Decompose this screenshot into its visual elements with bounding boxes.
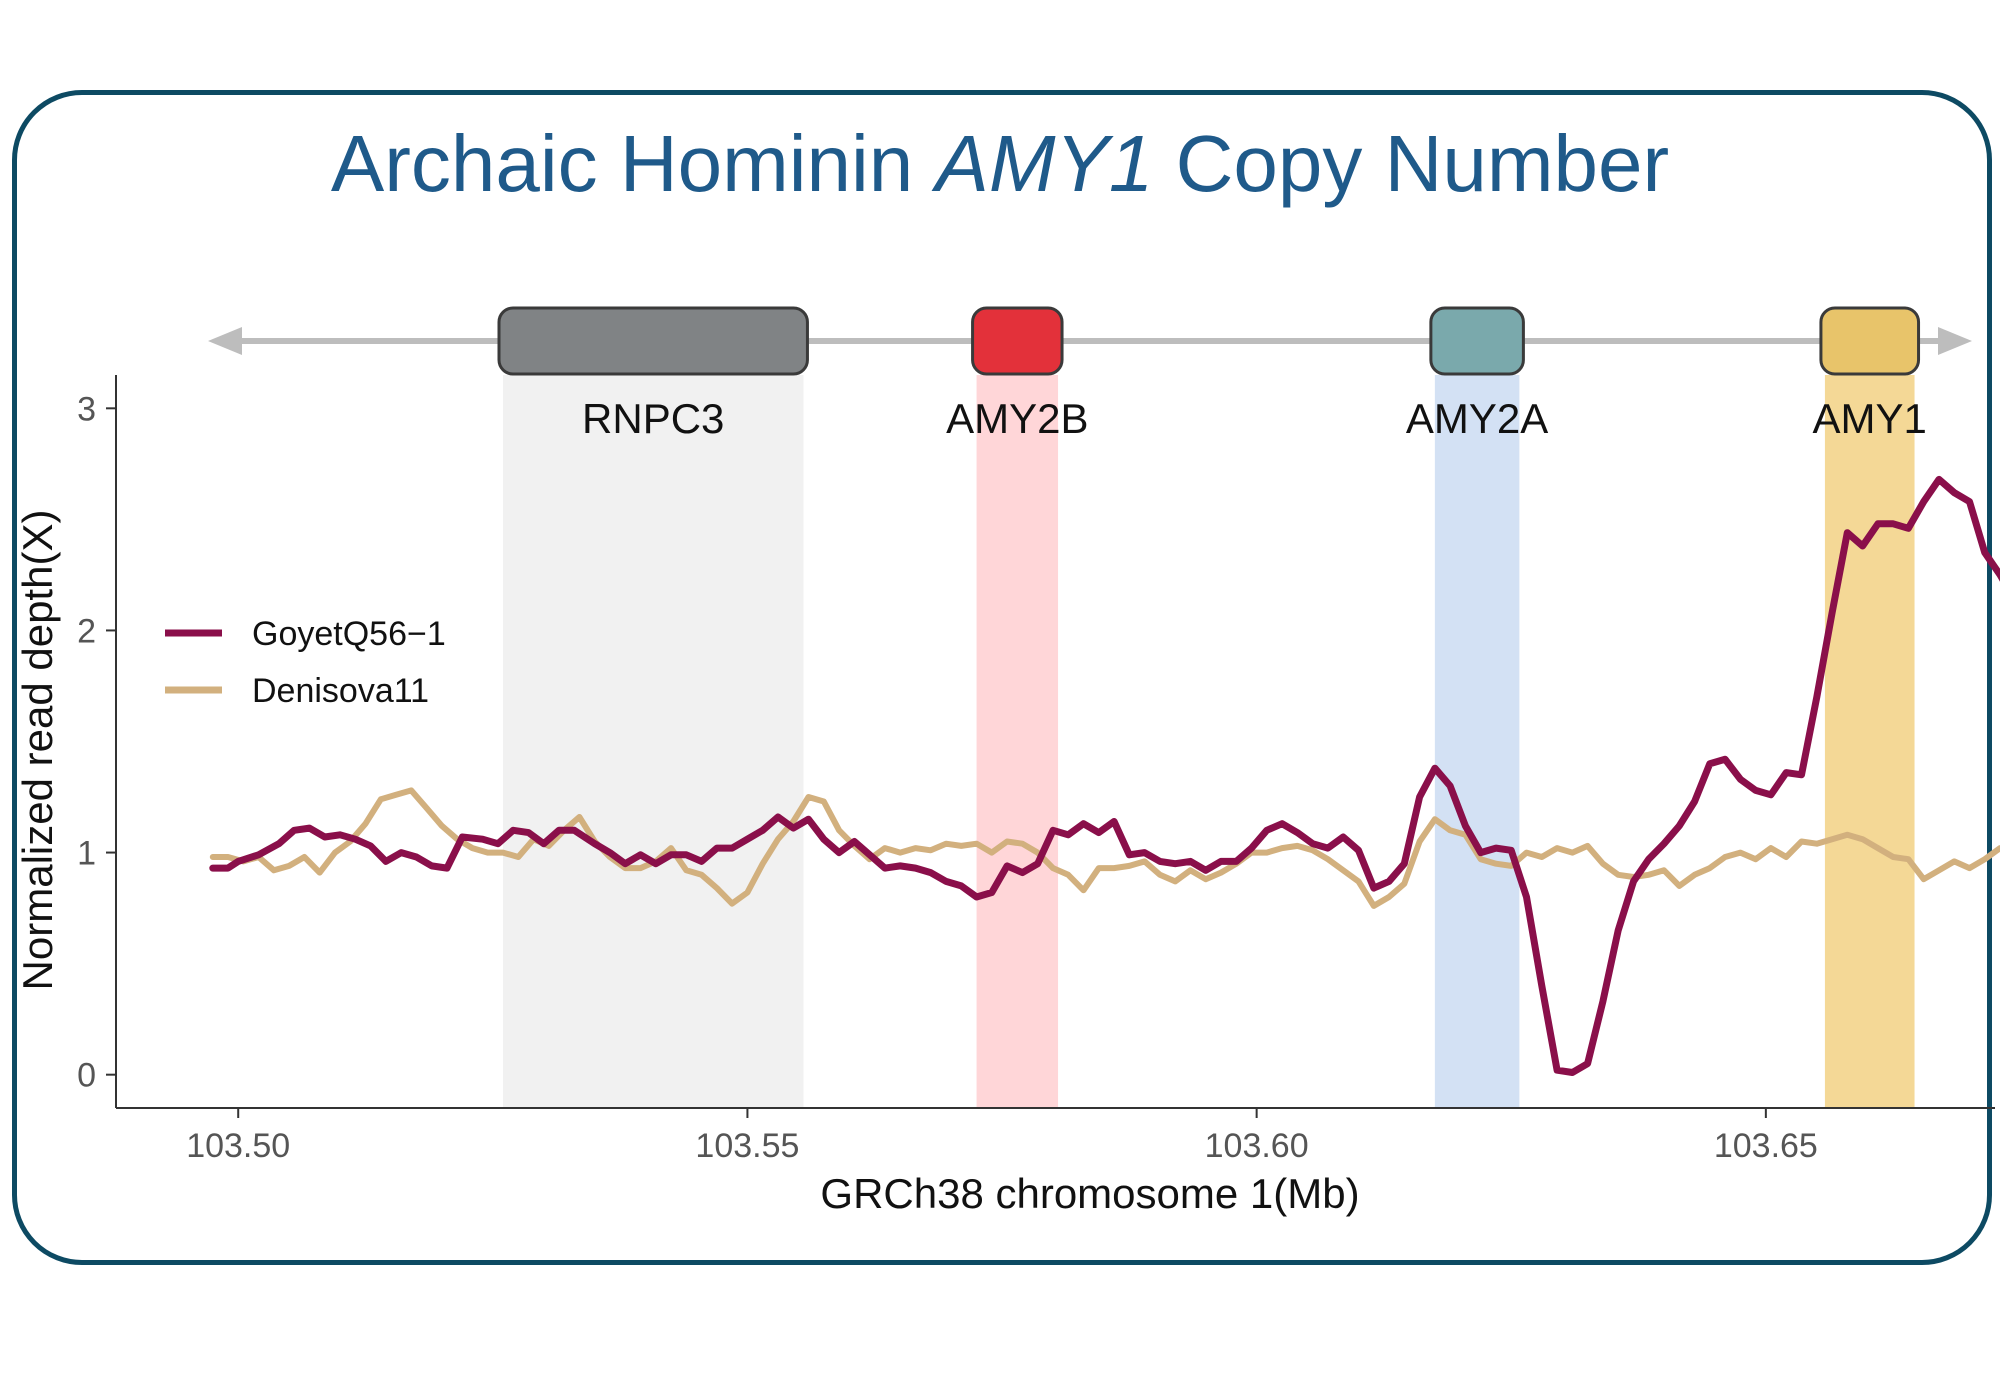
chart-title-gene: AMY1	[935, 119, 1154, 208]
gene-band-rnpc3	[503, 375, 804, 1108]
legend-label-goyetq56-1: GoyetQ56−1	[252, 615, 446, 653]
x-tick-label: 103.60	[1205, 1127, 1309, 1165]
gene-track-arrow-right	[1938, 327, 1972, 355]
gene-labels: RNPC3 AMY2B AMY2A AMY1	[582, 395, 1927, 442]
axes	[115, 375, 1995, 1109]
gene-track-arrow-left	[208, 327, 242, 355]
series-lines	[209, 475, 2000, 1076]
gene-boxes	[497, 306, 1921, 376]
gene-band-amy2a	[1434, 375, 1520, 1108]
x-axis-label: GRCh38 chromosome 1(Mb)	[820, 1170, 1359, 1217]
axis-ticks: 103.50 103.55 103.60 103.65 0 1 2 3	[77, 390, 1818, 1165]
x-tick-label: 103.55	[695, 1127, 799, 1165]
series-line-goyetq56-1	[209, 475, 2000, 1076]
gene-band-amy2b	[976, 375, 1059, 1108]
y-tick-label: 1	[77, 835, 96, 873]
chart-title-suffix: Copy Number	[1153, 119, 1670, 208]
y-tick-label: 2	[77, 612, 96, 650]
gene-track	[208, 327, 1972, 355]
gene-box-amy2b	[971, 306, 1064, 376]
gene-label-amy2b: AMY2B	[946, 395, 1088, 442]
series-line-denisova11	[209, 787, 2000, 909]
gene-box-amy1	[1819, 306, 1921, 376]
x-tick-label: 103.65	[1714, 1127, 1818, 1165]
gene-label-amy2a: AMY2A	[1406, 395, 1548, 442]
chart-title: Archaic Hominin AMY1 Copy Number	[0, 118, 2000, 210]
y-tick-label: 3	[77, 390, 96, 428]
gene-box-amy2a	[1429, 306, 1525, 376]
chart-title-prefix: Archaic Hominin	[330, 119, 936, 208]
gene-bands	[503, 375, 1915, 1108]
gene-band-amy1	[1824, 375, 1915, 1108]
gene-label-amy1: AMY1	[1813, 395, 1927, 442]
gene-box-rnpc3	[497, 306, 809, 376]
y-axis-label: Normalized read depth(X)	[14, 510, 61, 991]
figure-frame	[12, 90, 1992, 1265]
x-tick-label: 103.50	[186, 1127, 290, 1165]
y-tick-label: 0	[77, 1057, 96, 1095]
legend-label-denisova11: Denisova11	[252, 672, 429, 710]
gene-label-rnpc3: RNPC3	[582, 395, 724, 442]
legend: GoyetQ56−1 Denisova11	[165, 615, 446, 710]
